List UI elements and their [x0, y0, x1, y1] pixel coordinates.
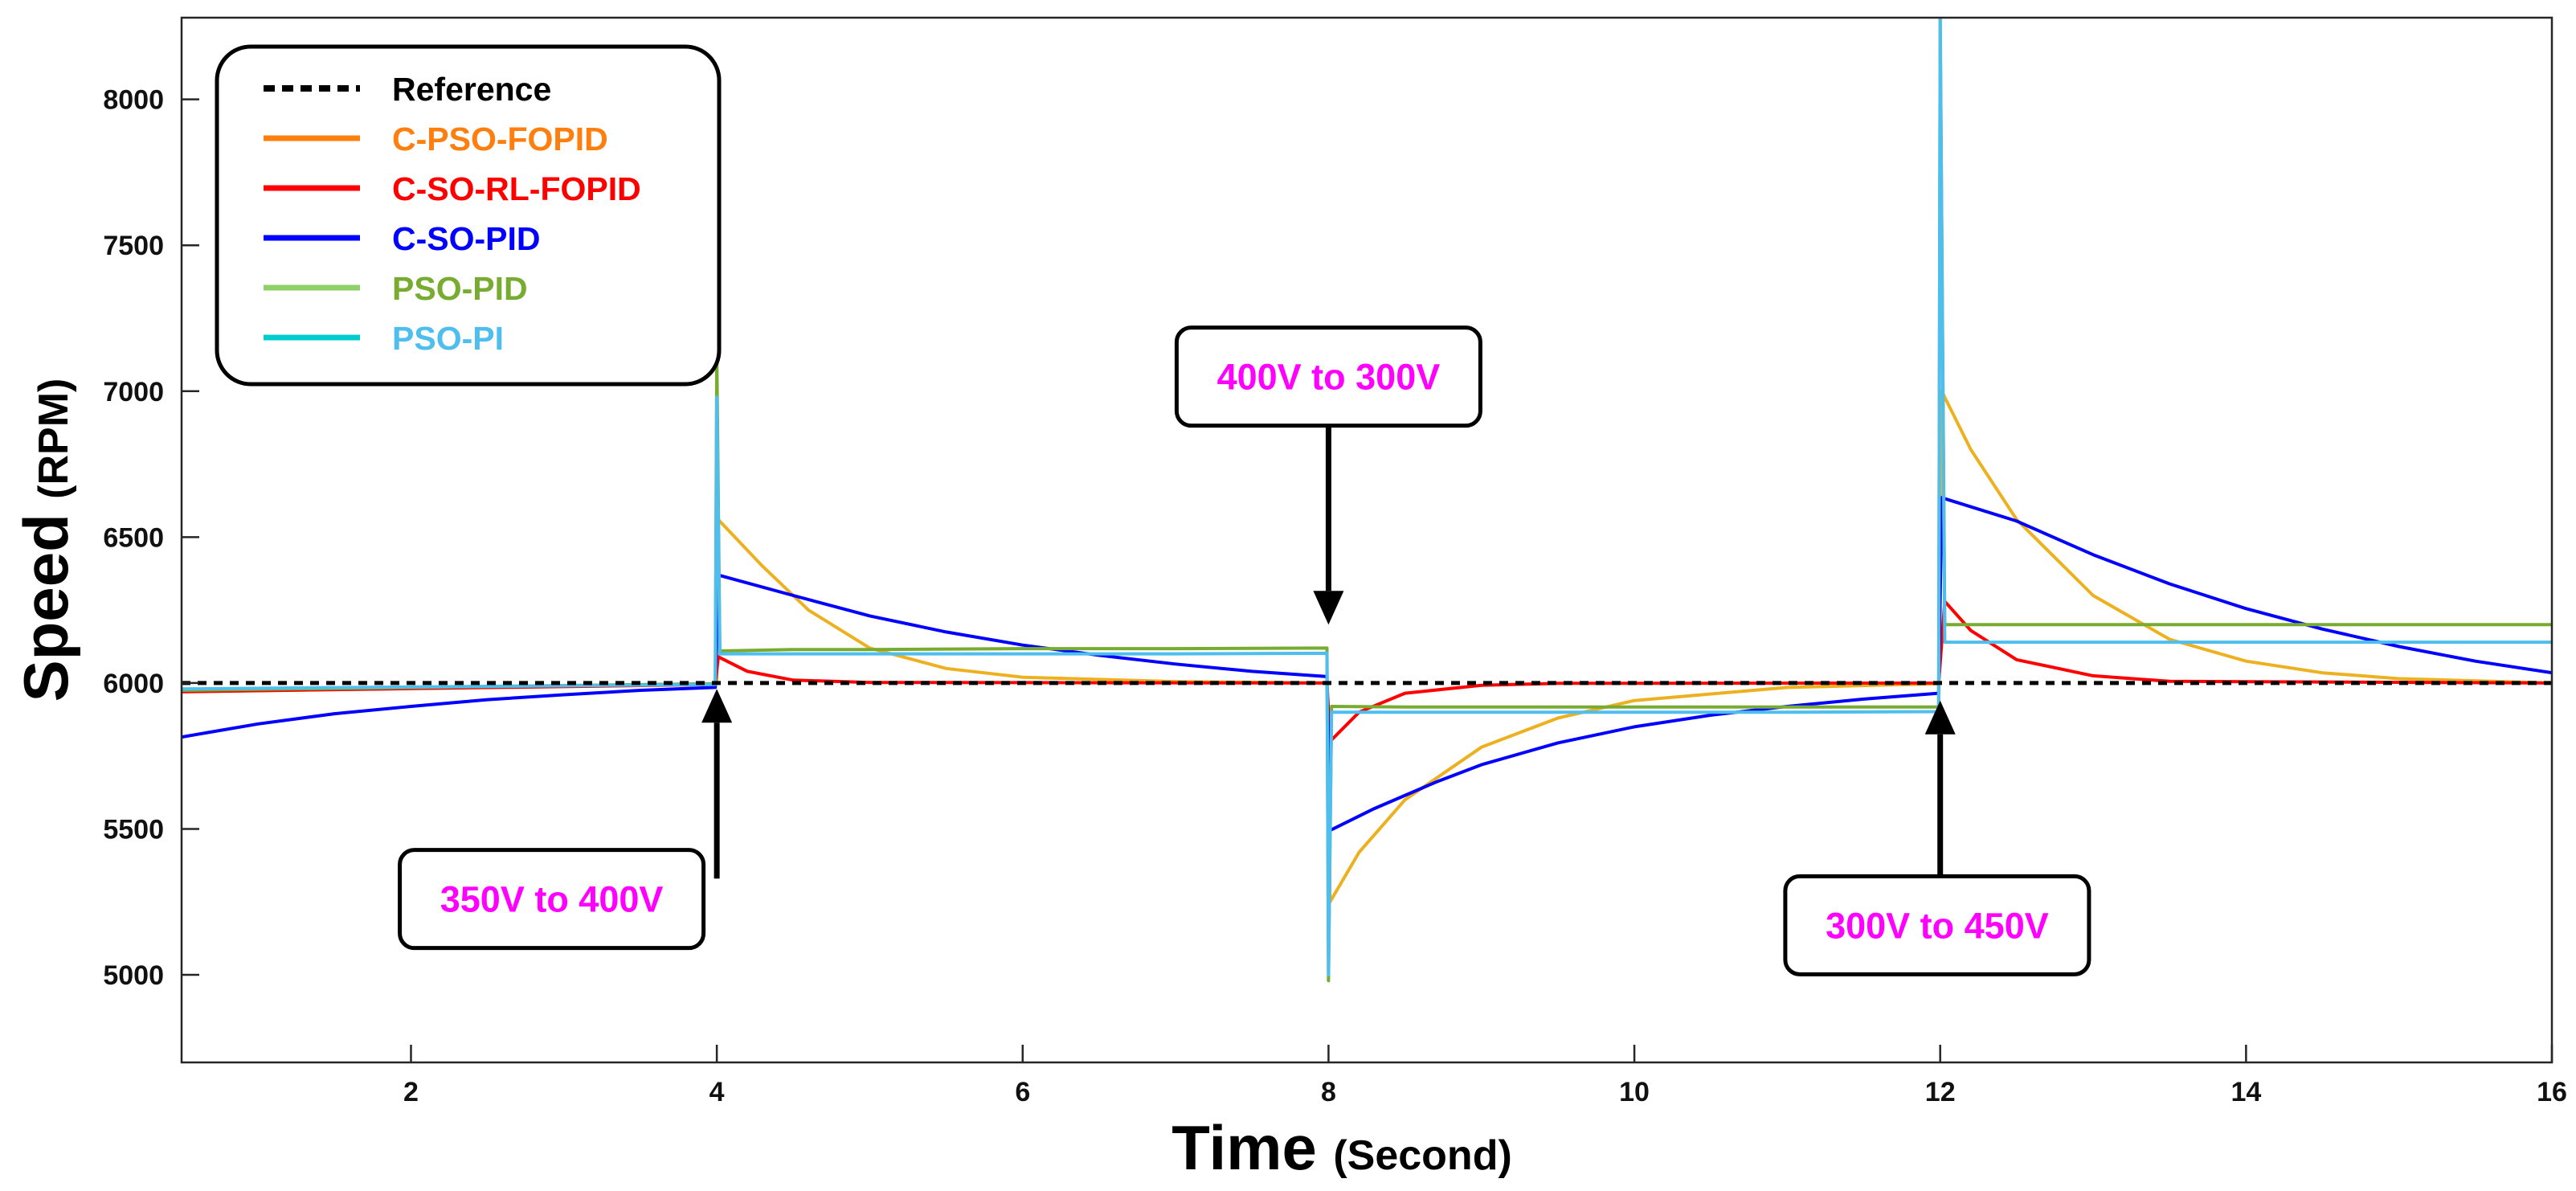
legend-entry-pso-pi: PSO-PI [264, 320, 504, 357]
x-axis-title: Time (Second) [1171, 1112, 1512, 1183]
annotation-label: 350V to 400V [440, 879, 664, 920]
annotation-arrow-head [701, 689, 733, 723]
x-tick-label: 14 [2230, 1077, 2261, 1107]
y-tick-label: 5000 [103, 960, 164, 991]
annotation: 300V to 450V [1783, 700, 2091, 976]
x-tick-label: 10 [1619, 1077, 1650, 1107]
x-tick-label: 8 [1321, 1077, 1336, 1107]
series-line-c-so-pid [182, 496, 2552, 833]
y-tick-label: 6000 [103, 669, 164, 699]
annotation-arrow-head [1924, 700, 1956, 735]
series-line-c-pso-fopid [182, 389, 2552, 904]
legend-label: C-PSO-FOPID [392, 121, 608, 158]
annotation-label: 300V to 450V [1826, 905, 2049, 946]
x-tick-label: 4 [709, 1077, 725, 1107]
legend-label: PSO-PI [392, 320, 504, 357]
annotation-box [1783, 874, 2091, 976]
annotations-layer: 350V to 400V 400V to 300V 300V to 450V [398, 325, 2091, 976]
x-tick-label: 6 [1015, 1077, 1030, 1107]
y-axis-label: Speed [10, 514, 81, 702]
plot-frame [180, 16, 2554, 1064]
legend-entry-c-pso-fopid: C-PSO-FOPID [264, 121, 608, 158]
y-tick-label: 6500 [103, 522, 164, 553]
y-tick-label: 5500 [103, 814, 164, 845]
legend-entry-reference: Reference [264, 71, 551, 108]
annotation-arrow-head [1313, 591, 1344, 625]
series-line-pso-pi [182, 18, 2552, 977]
x-tick-label: 2 [403, 1077, 419, 1107]
x-tick-label: 12 [1925, 1077, 1956, 1107]
legend: Reference C-PSO-FOPID C-SO-RL-FOPID C-SO-PI… [215, 44, 722, 387]
y-tick-label: 8000 [103, 85, 164, 116]
y-axis-title: Speed (RPM) [10, 379, 81, 702]
annotation-box [398, 848, 706, 951]
legend-entry-c-so-pid: C-SO-PID [264, 220, 541, 257]
annotation: 400V to 300V [1174, 325, 1482, 625]
ticks-layer: 2 4 6 8 10 12 14 16 5000 5500 6000 6500 7000 7500 8000 [103, 85, 2567, 1107]
series-line-c-so-rl-fopid [182, 600, 2552, 743]
legend-entry-c-so-rl-fopid: C-SO-RL-FOPID [264, 170, 641, 207]
legend-label: Reference [392, 71, 551, 108]
legend-label: C-SO-RL-FOPID [392, 170, 641, 207]
x-tick-label: 16 [2537, 1077, 2567, 1107]
legend-box [215, 44, 722, 387]
series-layer [182, 18, 2552, 983]
x-axis-label: Time [1171, 1112, 1317, 1183]
annotation-box [1174, 325, 1482, 428]
legend-entry-pso-pid: PSO-PID [264, 270, 528, 307]
annotation-label: 400V to 300V [1217, 357, 1441, 398]
annotation: 350V to 400V [398, 689, 733, 951]
y-axis-unit: (RPM) [31, 379, 77, 499]
legend-label: PSO-PID [392, 270, 528, 307]
y-tick-label: 7000 [103, 377, 164, 407]
legend-label: C-SO-PID [392, 220, 541, 257]
series-line-pso-pid [182, 18, 2552, 983]
x-axis-unit: (Second) [1333, 1132, 1511, 1179]
y-tick-label: 7500 [103, 231, 164, 261]
